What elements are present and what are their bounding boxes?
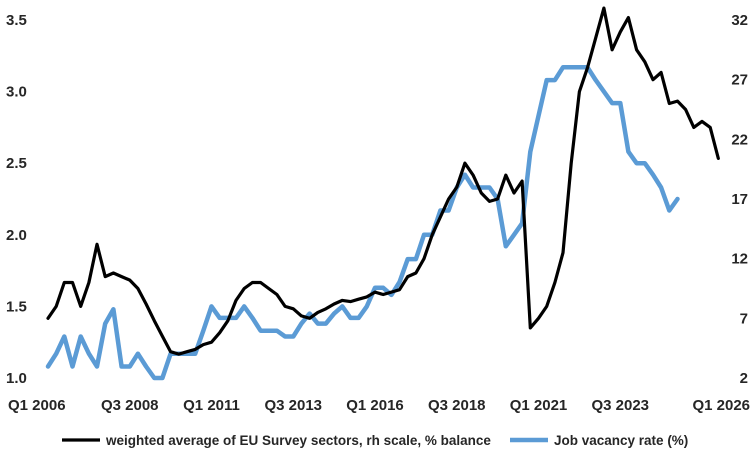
x-tick-label: Q3 2008 xyxy=(101,397,159,414)
job-vacancy-rate-line xyxy=(45,65,680,381)
x-tick-label: Q3 2023 xyxy=(591,397,649,414)
left-tick-label: 3.0 xyxy=(6,84,27,101)
right-tick-label: 12 xyxy=(731,251,748,268)
left-tick-label: 2.0 xyxy=(6,227,27,244)
left-tick-label: 3.5 xyxy=(6,12,27,29)
left-tick-label: 1.5 xyxy=(6,298,27,315)
x-tick-label: Q1 2011 xyxy=(183,397,240,414)
x-axis-ticks: Q1 2006 Q3 2008 Q1 2011 Q3 2013 Q1 2016 Q3 20… xyxy=(8,397,750,414)
legend: weighted average of EU Survey sectors, r… xyxy=(62,433,688,448)
left-tick-label: 1.0 xyxy=(6,370,27,387)
x-tick-label: Q1 2026 xyxy=(692,397,750,414)
right-tick-label: 2 xyxy=(740,370,748,387)
x-tick-label: Q1 2006 xyxy=(8,397,66,414)
eu-survey-sectors-line xyxy=(46,6,720,356)
right-tick-label: 17 xyxy=(731,191,748,208)
legend-label-job-vacancy: Job vacancy rate (%) xyxy=(554,433,688,448)
left-axis-ticks: 1.0 1.5 2.0 2.5 3.0 3.5 xyxy=(6,12,27,387)
right-tick-label: 7 xyxy=(740,310,748,327)
right-tick-label: 22 xyxy=(731,131,748,148)
x-tick-label: Q1 2016 xyxy=(346,397,404,414)
legend-label-eu-survey: weighted average of EU Survey sectors, r… xyxy=(105,433,491,448)
left-tick-label: 2.5 xyxy=(6,155,27,172)
right-tick-label: 27 xyxy=(731,72,748,89)
series-layer xyxy=(45,6,720,381)
right-tick-label: 32 xyxy=(731,12,748,29)
x-tick-label: Q1 2021 xyxy=(510,397,568,414)
x-tick-label: Q3 2013 xyxy=(264,397,322,414)
x-tick-label: Q3 2018 xyxy=(428,397,486,414)
